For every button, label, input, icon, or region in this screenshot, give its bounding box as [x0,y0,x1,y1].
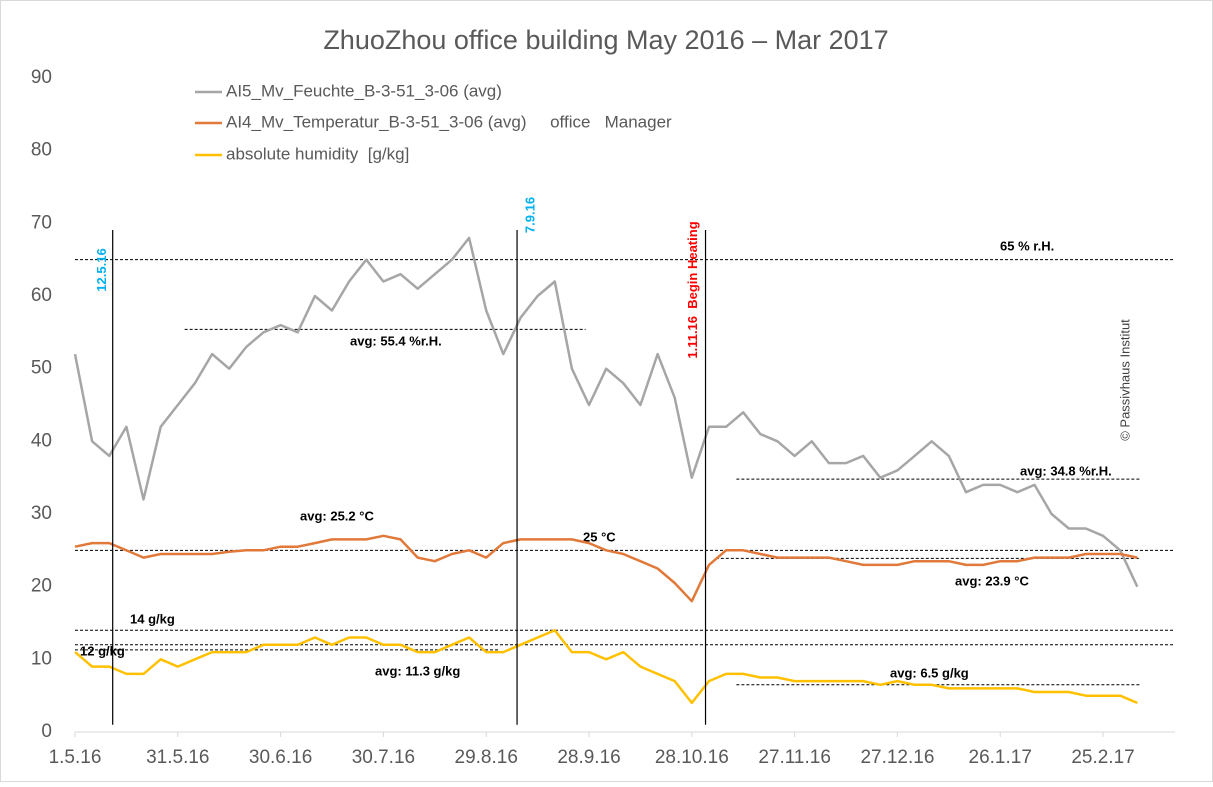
x-tick-label: 28.9.16 [557,747,620,768]
event-label: 1.11.16 Begin Heating [685,221,700,358]
legend-label: absolute humidity [g/kg] [226,144,409,163]
x-tick-label: 1.5.16 [49,747,102,768]
x-tick-label: 31.5.16 [146,747,209,768]
annotation: avg: 55.4 %r.H. [350,333,442,348]
series-line [74,534,1138,603]
event-label: 12.5.16 [94,248,109,291]
annotation: 25 °C [583,529,616,544]
annotation: 12 g/kg [80,643,125,658]
x-tick-label: 27.12.16 [860,747,934,768]
annotation: avg: 34.8 %r.H. [1020,463,1112,478]
legend-label: AI4_Mv_Temperatur_B-3-51_3-06 (avg) offi… [226,112,672,131]
x-tick-label: 29.8.16 [455,747,518,768]
annotation: avg: 6.5 g/kg [890,665,969,680]
annotation: avg: 25.2 °C [300,508,374,523]
y-tick-label: 10 [31,648,52,669]
y-tick-label: 90 [31,67,52,88]
annotation: 65 % r.H. [1000,238,1054,253]
y-tick-label: 50 [31,358,52,379]
series-line [74,629,1138,705]
chart-title: ZhuoZhou office building May 2016 – Mar … [323,25,888,55]
y-tick-label: 80 [31,140,52,161]
y-tick-label: 70 [31,212,52,233]
x-tick-label: 26.1.17 [969,747,1032,768]
y-tick-label: 20 [31,576,52,597]
legend-label: AI5_Mv_Feuchte_B-3-51_3-06 (avg) [226,81,502,100]
y-tick-label: 60 [31,285,52,306]
annotation: avg: 23.9 °C [955,573,1029,588]
event-label: 7.9.16 [522,197,537,233]
copyright: © Passivhaus Institut [1117,319,1132,441]
y-tick-label: 40 [31,430,52,451]
x-tick-label: 30.7.16 [352,747,415,768]
y-tick-label: 30 [31,503,52,524]
annotation: 14 g/kg [130,611,175,626]
x-tick-label: 30.6.16 [249,747,312,768]
x-tick-label: 28.10.16 [655,747,729,768]
x-tick-label: 27.11.16 [758,747,831,768]
y-tick-label: 0 [41,721,52,742]
annotation: avg: 11.3 g/kg [375,663,460,678]
x-tick-label: 25.2.17 [1071,747,1134,768]
series-line [73,236,1139,588]
